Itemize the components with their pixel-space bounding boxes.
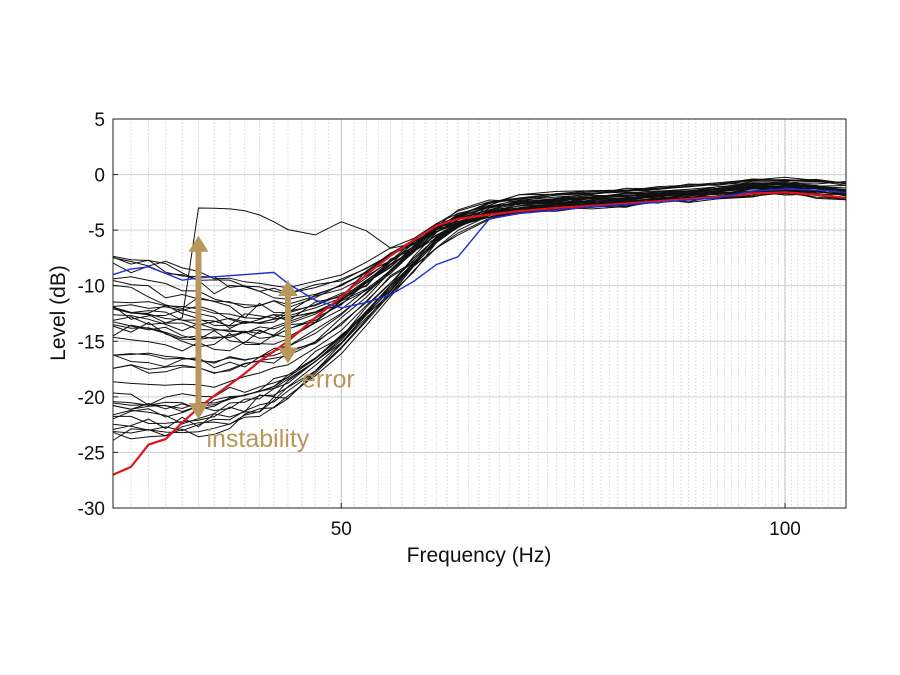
black-series-group (112, 176, 847, 441)
y-tick-label: -30 (78, 499, 105, 520)
annotation-arrow-head-down (188, 403, 209, 420)
instability-label: instability (206, 425, 309, 453)
x-axis-title: Frequency (Hz) (407, 544, 552, 567)
x-tick-label: 50 (331, 519, 352, 540)
annotations: instability error (188, 235, 355, 453)
annotation-arrow-head-up (188, 235, 209, 252)
x-axis-ticks: 50 100 (331, 503, 801, 540)
instability-annotation: instability (188, 235, 310, 453)
y-axis-ticks: 5 0 -5 -10 -15 -20 -25 -30 (78, 110, 118, 520)
y-tick-label: -20 (78, 388, 105, 409)
plot-frame (112, 118, 847, 509)
y-tick-label: 0 (94, 166, 105, 187)
y-tick-label: -10 (78, 277, 105, 298)
x-tick-label: 100 (769, 519, 801, 540)
y-tick-label: -5 (88, 221, 105, 242)
y-tick-label: -25 (78, 443, 105, 464)
error-label: error (302, 366, 355, 394)
annotation-arrow-head-up (277, 280, 298, 297)
y-tick-label: -15 (78, 332, 105, 353)
black-series-line (112, 183, 847, 432)
error-annotation: error (277, 280, 355, 394)
y-axis-title: Level (dB) (47, 265, 70, 361)
annotation-arrow-head-down (277, 347, 298, 364)
y-tick-label: 5 (94, 110, 105, 131)
